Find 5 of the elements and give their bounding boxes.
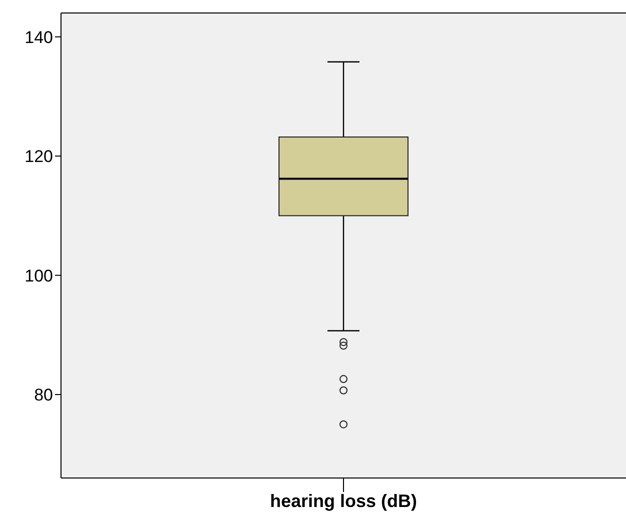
y-tick-label: 100 (24, 266, 53, 286)
y-tick-label: 140 (24, 28, 53, 47)
x-tick-label: hearing loss (dB) (270, 490, 418, 511)
y-tick-label: 80 (34, 386, 53, 405)
y-tick-label: 120 (24, 147, 53, 166)
